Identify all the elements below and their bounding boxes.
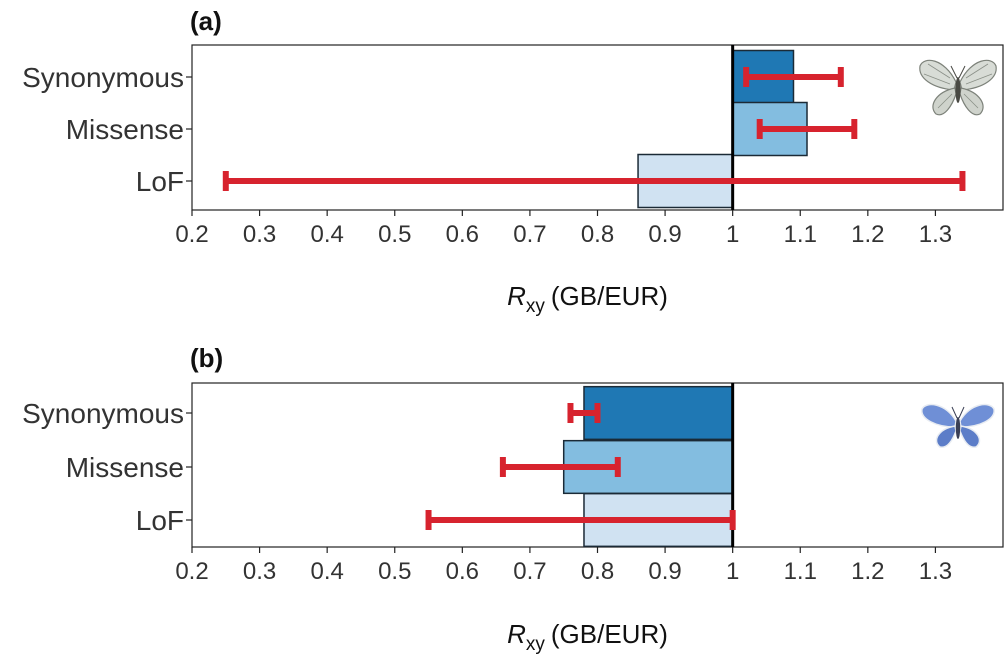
- x-axis-title-subscript: xy: [526, 634, 546, 655]
- x-tick-label: 0.7: [513, 221, 546, 248]
- grey-white-butterfly-icon: [919, 59, 997, 116]
- x-tick-label: 0.2: [175, 221, 208, 248]
- butterfly-body: [955, 417, 961, 439]
- x-axis-title-units: (GB/EUR): [551, 281, 668, 311]
- x-tick-label: 0.9: [648, 221, 681, 248]
- x-tick-label: 0.4: [310, 221, 343, 248]
- butterfly-left-forewing: [921, 403, 957, 428]
- error-bar-missense: [499, 457, 621, 477]
- x-tick-label: 0.5: [378, 558, 411, 585]
- x-tick-label: 1.1: [784, 558, 817, 585]
- x-tick-label: 0.3: [243, 221, 276, 248]
- category-label: LoF: [136, 505, 184, 536]
- error-bar-missense: [756, 119, 858, 139]
- butterfly-wing-vein: [965, 63, 989, 79]
- blue-butterfly-icon: [921, 403, 995, 448]
- butterfly-antennae: [951, 406, 965, 419]
- x-axis-title-symbol: R: [507, 281, 526, 311]
- x-tick-label: 0.5: [378, 221, 411, 248]
- plot-area: [191, 44, 1004, 211]
- category-label: Missense: [66, 114, 184, 145]
- x-axis-title: Rxy (GB/EUR): [507, 619, 668, 655]
- error-bar-lof: [425, 510, 736, 530]
- x-tick-label: 0.4: [310, 558, 343, 585]
- butterfly-wing-vein: [965, 73, 993, 85]
- error-bar-lof: [222, 171, 966, 191]
- x-tick-label: 1.2: [851, 558, 884, 585]
- x-tick-label: 0.6: [446, 558, 479, 585]
- butterfly-wing-vein: [963, 93, 979, 109]
- butterfly-antennae: [950, 65, 966, 79]
- x-tick-label: 1.2: [851, 221, 884, 248]
- x-tick-label: 0.8: [581, 558, 614, 585]
- x-tick-label: 1.3: [919, 221, 952, 248]
- x-tick-label: 0.8: [581, 221, 614, 248]
- x-tick-label: 0.9: [648, 558, 681, 585]
- x-tick-label: 0.7: [513, 558, 546, 585]
- category-label: Missense: [66, 452, 184, 483]
- panel-a-label: (a): [190, 6, 222, 36]
- butterfly-body: [955, 77, 961, 103]
- butterfly-right-forewing: [959, 403, 995, 428]
- x-axis-title-units: (GB/EUR): [551, 619, 668, 649]
- x-tick-label: 1.1: [784, 221, 817, 248]
- butterfly-right-hindwing: [959, 425, 981, 448]
- butterfly-wing-vein: [923, 73, 951, 85]
- x-tick-label: 1: [726, 221, 739, 248]
- category-label: LoF: [136, 166, 184, 197]
- x-tick-label: 1: [726, 558, 739, 585]
- x-tick-label: 0.3: [243, 558, 276, 585]
- error-bar-synonymous: [567, 403, 601, 423]
- panel-b: (b) Synonymous Missense LoF 0.2 0.3 0.4 0.5 0.6…: [22, 343, 1004, 655]
- x-tick-label: 1.3: [919, 558, 952, 585]
- x-tick-label: 0.2: [175, 558, 208, 585]
- x-axis-title: Rxy (GB/EUR): [507, 281, 668, 317]
- bar-synonymous: [583, 385, 734, 441]
- butterfly-left-hindwing: [935, 425, 957, 448]
- butterfly-wing-vein: [927, 63, 951, 79]
- x-tick-label: 0.6: [446, 221, 479, 248]
- error-bar-synonymous: [743, 67, 844, 87]
- butterfly-wing-vein: [937, 93, 953, 109]
- category-label: Synonymous: [22, 62, 184, 93]
- x-axis-title-symbol: R: [507, 619, 526, 649]
- category-label: Synonymous: [22, 398, 184, 429]
- panel-a: (a) Synonymous Missense LoF 0.2 0.3 0.4 0.5 0.6…: [22, 6, 1004, 317]
- x-axis-title-subscript: xy: [526, 296, 546, 317]
- panel-b-label: (b): [190, 343, 223, 373]
